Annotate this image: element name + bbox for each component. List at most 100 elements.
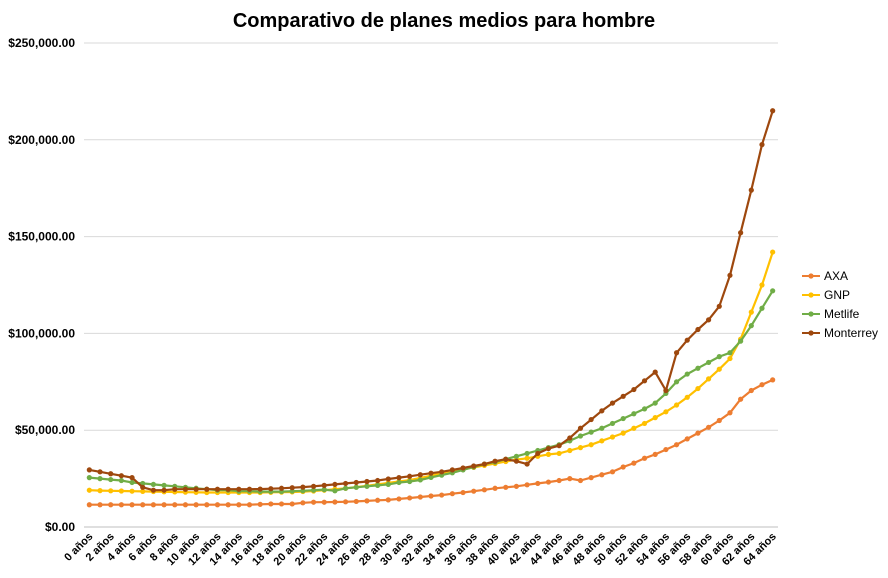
data-point bbox=[407, 473, 413, 479]
data-point bbox=[449, 467, 455, 473]
data-point bbox=[556, 450, 562, 457]
data-point bbox=[118, 473, 124, 479]
data-point bbox=[118, 502, 124, 508]
series-monterrey bbox=[86, 108, 776, 493]
data-point bbox=[364, 483, 370, 489]
data-point bbox=[417, 477, 423, 483]
data-point bbox=[535, 450, 541, 457]
data-point bbox=[439, 469, 445, 475]
data-point bbox=[652, 400, 658, 406]
data-point bbox=[706, 359, 712, 366]
legend-marker bbox=[808, 311, 814, 317]
legend-label: AXA bbox=[824, 269, 848, 283]
data-point bbox=[321, 499, 327, 505]
data-point bbox=[545, 445, 552, 452]
data-point bbox=[609, 434, 616, 440]
data-point bbox=[118, 488, 124, 494]
series-line bbox=[89, 378, 774, 506]
data-point bbox=[97, 476, 103, 482]
data-point bbox=[684, 436, 690, 442]
data-point bbox=[321, 482, 327, 488]
data-point bbox=[129, 475, 135, 481]
data-point bbox=[417, 494, 423, 500]
legend-item: GNP bbox=[802, 288, 850, 302]
data-point bbox=[300, 500, 306, 506]
data-point bbox=[727, 355, 733, 362]
data-point bbox=[556, 443, 562, 449]
data-point bbox=[236, 486, 242, 492]
data-point bbox=[695, 326, 701, 333]
data-point bbox=[759, 305, 765, 311]
data-point bbox=[172, 502, 178, 508]
data-point bbox=[738, 396, 744, 402]
data-point bbox=[289, 485, 295, 491]
data-point bbox=[385, 481, 391, 488]
legend-item: Monterrey bbox=[802, 326, 878, 340]
data-point bbox=[310, 483, 317, 489]
data-point bbox=[567, 447, 573, 454]
data-point bbox=[524, 482, 530, 488]
legend-item: AXA bbox=[802, 269, 848, 283]
data-point bbox=[652, 369, 658, 375]
data-point bbox=[631, 425, 637, 431]
data-point bbox=[545, 479, 552, 485]
data-point bbox=[172, 486, 178, 492]
data-point bbox=[364, 478, 370, 485]
series-metlife bbox=[86, 288, 776, 495]
data-point bbox=[599, 438, 605, 444]
data-point bbox=[524, 450, 530, 457]
data-point bbox=[695, 430, 701, 436]
y-axis-ticks: $0.00 $50,000.00 $100,000.00 $150,000.00 $20… bbox=[8, 36, 75, 534]
data-point bbox=[300, 488, 306, 494]
data-point bbox=[182, 486, 189, 492]
data-point bbox=[524, 455, 530, 461]
data-point bbox=[716, 366, 722, 372]
data-point bbox=[481, 461, 487, 467]
data-point bbox=[428, 493, 434, 499]
data-point bbox=[428, 474, 434, 481]
data-point bbox=[236, 502, 242, 508]
data-point bbox=[310, 499, 317, 505]
data-point bbox=[652, 415, 658, 421]
legend-label: GNP bbox=[824, 288, 850, 302]
data-point bbox=[246, 486, 253, 492]
data-point bbox=[577, 433, 584, 439]
data-point bbox=[609, 400, 616, 406]
legend-marker bbox=[808, 330, 814, 336]
chart-title: Comparativo de planes medios para hombre bbox=[233, 10, 655, 32]
data-point bbox=[588, 416, 594, 423]
data-point bbox=[193, 486, 199, 492]
y-tick-label: $200,000.00 bbox=[8, 133, 75, 147]
data-point bbox=[599, 425, 605, 431]
data-point bbox=[599, 408, 605, 414]
data-point bbox=[161, 487, 167, 493]
data-point bbox=[641, 455, 648, 461]
legend: AXA GNP Metlife Monterrey bbox=[802, 269, 878, 340]
data-point bbox=[268, 501, 274, 507]
data-point bbox=[727, 350, 733, 356]
data-point bbox=[278, 501, 285, 507]
data-point bbox=[620, 464, 626, 470]
data-point bbox=[770, 249, 776, 255]
data-point bbox=[481, 487, 487, 493]
data-point bbox=[428, 470, 434, 476]
data-point bbox=[620, 393, 626, 399]
data-point bbox=[716, 354, 722, 360]
data-point bbox=[161, 502, 167, 508]
data-point bbox=[342, 499, 349, 505]
data-point bbox=[246, 502, 253, 508]
data-point bbox=[706, 317, 712, 323]
data-point bbox=[97, 469, 103, 475]
data-point bbox=[396, 479, 402, 486]
data-point bbox=[770, 108, 776, 114]
data-point bbox=[770, 288, 776, 294]
data-point bbox=[673, 402, 680, 408]
y-tick-label: $250,000.00 bbox=[8, 36, 75, 50]
data-point bbox=[545, 451, 552, 457]
data-point bbox=[407, 478, 413, 485]
data-point bbox=[631, 386, 637, 393]
series-group bbox=[86, 108, 776, 508]
data-point bbox=[150, 481, 156, 488]
data-point bbox=[727, 272, 733, 278]
